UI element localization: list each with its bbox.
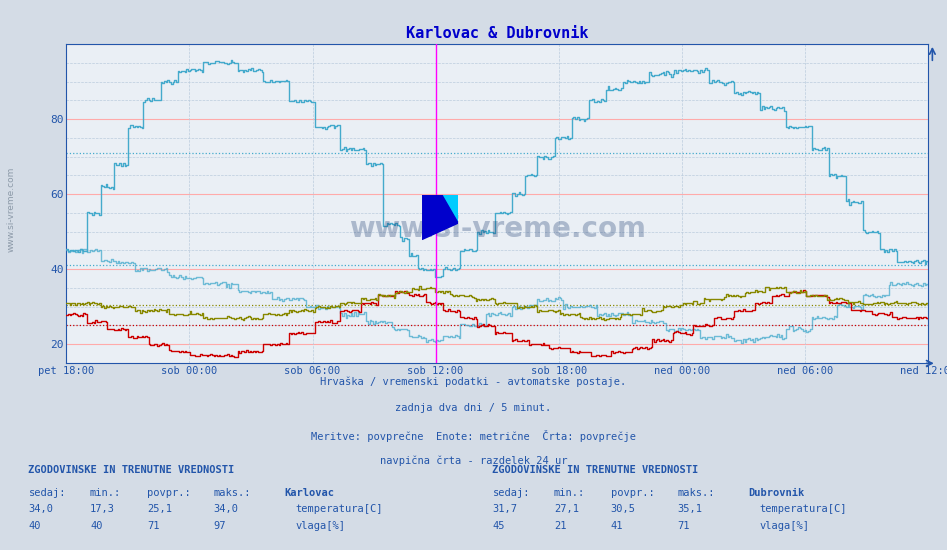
Text: 31,7: 31,7: [492, 504, 517, 514]
Text: 25,1: 25,1: [147, 504, 171, 514]
Text: Meritve: povprečne  Enote: metrične  Črta: povprečje: Meritve: povprečne Enote: metrične Črta:…: [311, 430, 636, 442]
Text: navpična črta - razdelek 24 ur: navpična črta - razdelek 24 ur: [380, 456, 567, 466]
Polygon shape: [442, 195, 458, 223]
Text: 27,1: 27,1: [554, 504, 579, 514]
Text: 34,0: 34,0: [28, 504, 53, 514]
Text: 40: 40: [28, 521, 41, 531]
Text: temperatura[C]: temperatura[C]: [295, 504, 383, 514]
Title: Karlovac & Dubrovnik: Karlovac & Dubrovnik: [406, 26, 588, 41]
Text: ZGODOVINSKE IN TRENUTNE VREDNOSTI: ZGODOVINSKE IN TRENUTNE VREDNOSTI: [492, 465, 699, 475]
Text: 45: 45: [492, 521, 505, 531]
Text: Karlovac: Karlovac: [284, 488, 334, 498]
Text: sedaj:: sedaj:: [28, 488, 66, 498]
Text: 40: 40: [90, 521, 102, 531]
Text: min.:: min.:: [90, 488, 121, 498]
Text: sedaj:: sedaj:: [492, 488, 530, 498]
Text: www.si-vreme.com: www.si-vreme.com: [348, 215, 646, 243]
Text: temperatura[C]: temperatura[C]: [759, 504, 847, 514]
Text: Hrvaška / vremenski podatki - avtomatske postaje.: Hrvaška / vremenski podatki - avtomatske…: [320, 377, 627, 387]
Text: 34,0: 34,0: [213, 504, 238, 514]
Text: 97: 97: [213, 521, 225, 531]
Text: 41: 41: [611, 521, 623, 531]
Text: vlaga[%]: vlaga[%]: [759, 521, 810, 531]
Text: 71: 71: [147, 521, 159, 531]
Polygon shape: [422, 195, 458, 239]
Text: povpr.:: povpr.:: [147, 488, 190, 498]
Text: povpr.:: povpr.:: [611, 488, 654, 498]
Text: min.:: min.:: [554, 488, 585, 498]
Text: ZGODOVINSKE IN TRENUTNE VREDNOSTI: ZGODOVINSKE IN TRENUTNE VREDNOSTI: [28, 465, 235, 475]
Text: 71: 71: [677, 521, 689, 531]
Polygon shape: [422, 195, 442, 239]
Text: maks.:: maks.:: [213, 488, 251, 498]
Text: maks.:: maks.:: [677, 488, 715, 498]
Text: 17,3: 17,3: [90, 504, 115, 514]
Text: vlaga[%]: vlaga[%]: [295, 521, 346, 531]
Text: 21: 21: [554, 521, 566, 531]
Text: Dubrovnik: Dubrovnik: [748, 488, 804, 498]
Text: 35,1: 35,1: [677, 504, 702, 514]
Text: zadnja dva dni / 5 minut.: zadnja dva dni / 5 minut.: [396, 403, 551, 413]
Text: www.si-vreme.com: www.si-vreme.com: [7, 166, 16, 252]
Text: 30,5: 30,5: [611, 504, 635, 514]
